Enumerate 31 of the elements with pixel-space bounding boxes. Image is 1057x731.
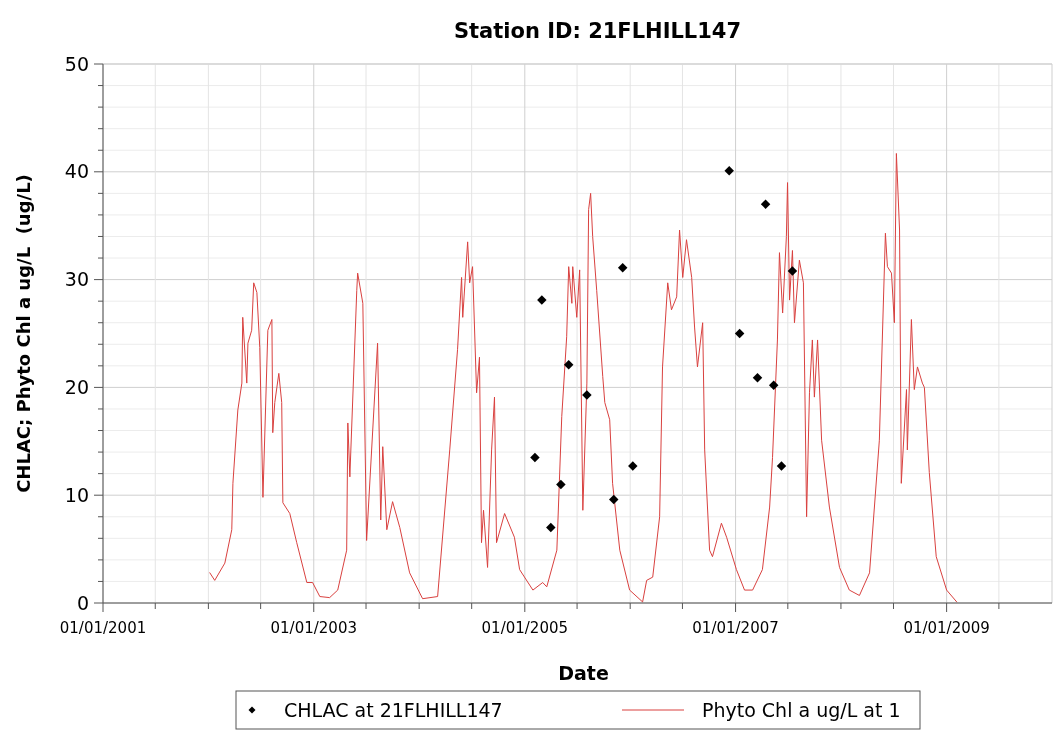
x-tick-label: 01/01/2005 [481,619,569,637]
y-tick-label: 20 [64,376,89,399]
y-tick-label: 10 [64,483,89,506]
point [724,165,734,176]
point [530,452,540,463]
chart-title: Station ID: 21FLHILL147 [453,19,742,43]
point [617,263,628,273]
y-tick-label: 50 [64,52,89,75]
point [734,328,745,339]
point [628,461,638,471]
x-axis-title: Date [558,662,609,684]
point [546,522,556,533]
point [563,360,574,370]
point [768,380,779,390]
legend-label: CHLAC at 21FLHILL147 [284,698,503,721]
point [556,479,566,490]
y-tick-label: 0 [76,591,89,614]
x-tick-label: 01/01/2009 [903,619,990,637]
point [787,266,798,276]
point [776,461,787,471]
legend-label: Phyto Chl a ug/L at 1 [702,698,901,721]
point [760,199,771,209]
point [752,372,763,383]
x-tick-label: 01/01/2003 [270,619,357,637]
line-series [209,152,958,603]
y-axis-title: CHLAC; Phyto Chl a ug/L (ug/L) [13,174,34,493]
point [608,494,619,505]
y-tick-label: 40 [64,160,89,183]
x-tick-label: 01/01/2007 [692,619,779,637]
y-tick-label: 30 [64,268,89,291]
x-tick-label: 01/01/2001 [59,619,147,637]
